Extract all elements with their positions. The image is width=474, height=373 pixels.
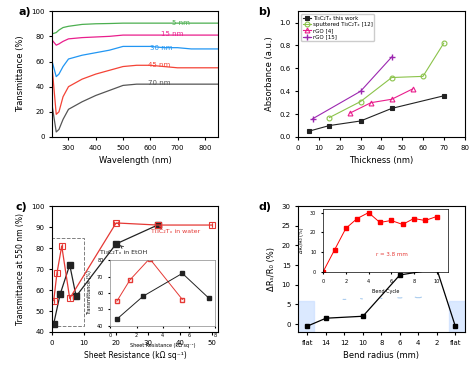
Text: d): d) (258, 203, 271, 212)
Y-axis label: Absorbance (a.u.): Absorbance (a.u.) (265, 37, 274, 112)
Text: a): a) (19, 7, 31, 18)
Legend: Ti₃C₂Tₓ this work, sputtered Ti₃C₂Tₓ [12], rGO [4], rGO [15]: Ti₃C₂Tₓ this work, sputtered Ti₃C₂Tₓ [12… (301, 14, 374, 41)
Bar (449, 301, 465, 332)
X-axis label: Sheet Resistance (kΩ sq⁻¹): Sheet Resistance (kΩ sq⁻¹) (84, 351, 187, 360)
Text: 15 nm: 15 nm (161, 31, 183, 37)
Y-axis label: Transmittance (%): Transmittance (%) (17, 36, 26, 112)
Y-axis label: Transmittance at 550 nm (%): Transmittance at 550 nm (%) (17, 213, 26, 325)
Bar (298, 301, 314, 332)
X-axis label: Thickness (nm): Thickness (nm) (349, 156, 413, 165)
Text: Ti₃C₂Tₓ in water: Ti₃C₂Tₓ in water (151, 226, 201, 234)
X-axis label: Wavelength (nm): Wavelength (nm) (99, 156, 172, 165)
Text: 45 nm: 45 nm (147, 62, 170, 68)
Text: 70 nm: 70 nm (147, 80, 170, 86)
Text: 30 nm: 30 nm (150, 45, 173, 51)
Text: 5 nm: 5 nm (172, 19, 190, 25)
Text: c): c) (16, 203, 27, 212)
Y-axis label: ΔRₛ/R₀ (%): ΔRₛ/R₀ (%) (267, 247, 276, 291)
Text: b): b) (258, 7, 271, 18)
Text: Ti₃C₂Tₓ in EtOH: Ti₃C₂Tₓ in EtOH (100, 245, 147, 256)
X-axis label: Bend radius (mm): Bend radius (mm) (343, 351, 419, 360)
